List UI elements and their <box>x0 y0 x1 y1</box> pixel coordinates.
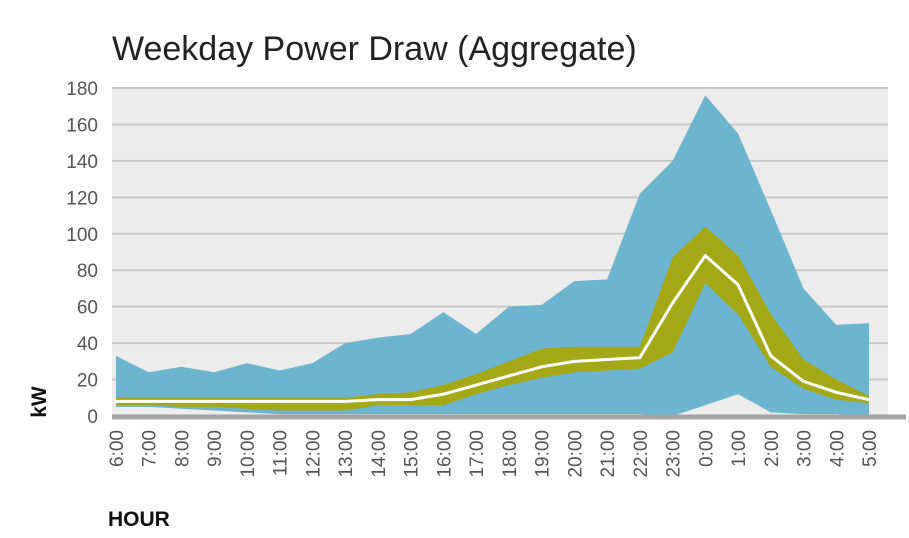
chart-title: Weekday Power Draw (Aggregate) <box>112 30 637 68</box>
series-point-3:00 <box>802 379 806 383</box>
y-tick-40: 40 <box>77 334 98 355</box>
x-tick-11:00: 11:00 <box>271 430 292 476</box>
y-tick-0: 0 <box>87 407 98 428</box>
y-axis-ticks: 0 20 40 60 80 100 120 140 160 180 <box>66 79 98 428</box>
x-tick-12:00: 12:00 <box>303 430 324 478</box>
series-point-18:00 <box>507 374 511 378</box>
x-tick-3:00: 3:00 <box>795 430 816 467</box>
series-point-19:00 <box>540 365 544 369</box>
y-tick-60: 60 <box>77 298 98 319</box>
y-tick-160: 160 <box>66 115 98 136</box>
range-bands <box>116 95 869 417</box>
series-point-0:00 <box>703 254 707 258</box>
x-axis-ticks: 6:00 7:00 8:00 9:00 10:00 11:00 12:00 13:00 14:0… <box>107 430 881 478</box>
series-point-23:00 <box>671 301 675 305</box>
y-axis-label: kW <box>28 386 51 418</box>
y-tick-20: 20 <box>77 371 98 392</box>
band-inner-range <box>116 226 869 411</box>
x-tick-8:00: 8:00 <box>172 430 193 467</box>
median-lines <box>114 254 871 403</box>
x-tick-20:00: 20:00 <box>565 430 586 478</box>
y-tick-80: 80 <box>77 261 98 282</box>
series-point-22:00 <box>638 356 642 360</box>
series-point-16:00 <box>441 392 445 396</box>
x-tick-9:00: 9:00 <box>205 430 226 467</box>
series-point-10:00 <box>245 399 249 403</box>
series-point-14:00 <box>376 398 380 402</box>
x-tick-5:00: 5:00 <box>860 430 881 467</box>
x-tick-1:00: 1:00 <box>729 430 750 467</box>
series-point-11:00 <box>278 399 282 403</box>
x-axis-label: HOUR <box>108 508 170 531</box>
series-line-0 <box>116 254 870 403</box>
series-point-15:00 <box>409 398 413 402</box>
series-point-7:00 <box>147 399 151 403</box>
x-tick-21:00: 21:00 <box>598 430 619 478</box>
series-point-8:00 <box>179 399 183 403</box>
x-tick-7:00: 7:00 <box>140 430 161 467</box>
y-tick-100: 100 <box>66 225 98 246</box>
x-tick-6:00: 6:00 <box>107 430 128 467</box>
y-tick-140: 140 <box>66 152 98 173</box>
y-tick-180: 180 <box>66 79 98 100</box>
series-point-12:00 <box>310 399 314 403</box>
x-tick-17:00: 17:00 <box>467 430 488 478</box>
series-point-1:00 <box>736 283 740 287</box>
x-tick-16:00: 16:00 <box>434 430 455 478</box>
x-tick-23:00: 23:00 <box>664 430 685 478</box>
x-tick-13:00: 13:00 <box>336 430 357 478</box>
series-point-9:00 <box>212 399 216 403</box>
band-outer-range <box>116 95 869 417</box>
x-tick-22:00: 22:00 <box>631 430 652 478</box>
x-tick-4:00: 4:00 <box>827 430 848 467</box>
series-point-5:00 <box>867 398 871 402</box>
series-point-4:00 <box>834 390 838 394</box>
x-tick-2:00: 2:00 <box>762 430 783 467</box>
x-tick-18:00: 18:00 <box>500 430 521 478</box>
series-point-2:00 <box>769 354 773 358</box>
x-tick-15:00: 15:00 <box>402 430 423 478</box>
x-tick-0:00: 0:00 <box>696 430 717 467</box>
series-point-21:00 <box>605 358 609 362</box>
x-tick-10:00: 10:00 <box>238 430 259 478</box>
y-tick-120: 120 <box>66 188 98 209</box>
x-tick-19:00: 19:00 <box>533 430 554 478</box>
series-point-13:00 <box>343 399 347 403</box>
series-point-17:00 <box>474 383 478 387</box>
x-tick-14:00: 14:00 <box>369 430 390 478</box>
series-point-20:00 <box>572 359 576 363</box>
series-point-6:00 <box>114 399 118 403</box>
